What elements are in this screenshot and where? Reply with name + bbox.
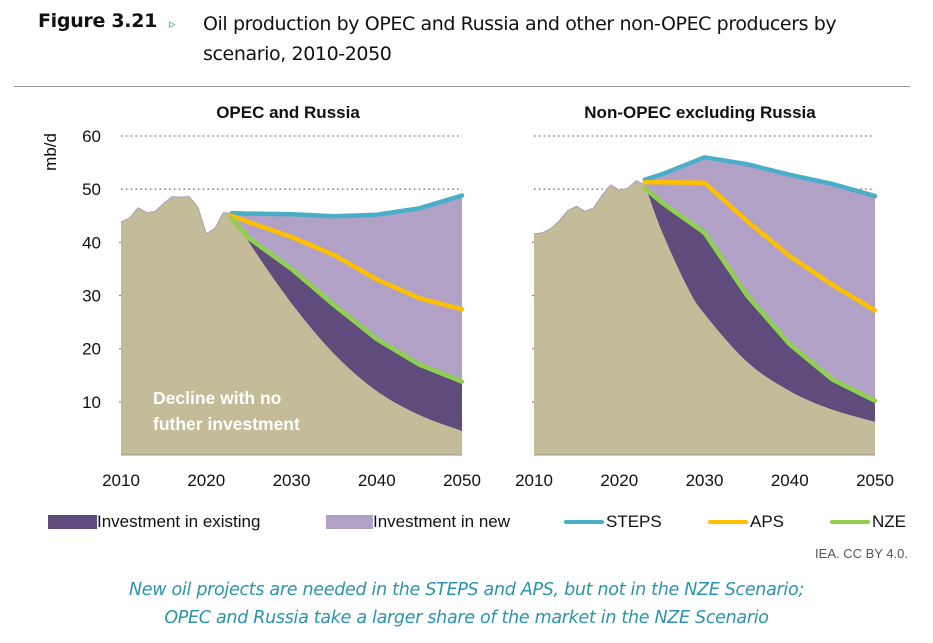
figure-marker-icon: ▹	[169, 16, 176, 31]
legend-item-steps: STEPS	[564, 512, 662, 532]
legend-swatch-new	[326, 515, 373, 529]
panel1-line-steps	[229, 193, 465, 219]
panel2-xtick-label-2050: 2050	[856, 471, 894, 490]
panel1-ytick-label-40: 40	[82, 233, 101, 252]
panel2-xtick-label-2030: 2030	[686, 471, 724, 490]
panel1-ytick-label-10: 10	[82, 393, 101, 412]
legend-label: Investment in new	[373, 512, 511, 531]
panel1-line-nze	[229, 216, 465, 384]
panel2-historical-outline	[533, 180, 646, 235]
panel1-title: OPEC and Russia	[216, 103, 360, 122]
legend-item-nze: NZE	[830, 512, 906, 532]
panel2-xtick-label-2010: 2010	[515, 471, 553, 490]
panel1-xtick-label-2020: 2020	[187, 471, 225, 490]
panel1-xtick-label-2030: 2030	[273, 471, 311, 490]
panel1-line-aps	[229, 213, 465, 312]
panel1-area-investment-new	[231, 195, 462, 382]
panel1-ytick-label-30: 30	[82, 287, 101, 306]
panel1-xtick-label-2050: 2050	[443, 471, 481, 490]
panel2-area-investment-existing	[644, 184, 875, 422]
panel1-y-axis-label: mb/d	[41, 133, 60, 171]
panel1-ytick-label-60: 60	[82, 127, 101, 146]
panel2-xtick-label-2020: 2020	[600, 471, 638, 490]
caption-line-2: OPEC and Russia take a larger share of t…	[164, 608, 769, 628]
panel1-xtick-label-2010: 2010	[102, 471, 140, 490]
legend-item-investment-new: Investment in new	[326, 512, 510, 532]
legend-swatch-existing	[48, 515, 97, 529]
panel2-line-aps	[642, 180, 878, 313]
panel2-area-decline-no-investment	[534, 180, 875, 455]
panel2-title: Non-OPEC excluding Russia	[584, 103, 816, 122]
legend-label: Investment in existing	[97, 512, 261, 531]
panel1-area-decline-no-investment	[121, 196, 462, 455]
figure-title: Oil production by OPEC and Russia and ot…	[203, 13, 837, 65]
panel1-ytick-label-20: 20	[82, 340, 101, 359]
legend-item-investment-existing: Investment in existing	[48, 512, 260, 532]
panel1-historical-outline	[120, 196, 232, 235]
title-divider	[14, 86, 910, 87]
legend-line-nze	[830, 520, 870, 524]
panel2-line-steps	[642, 155, 878, 199]
caption-line-1: New oil projects are needed in the STEPS…	[129, 580, 804, 600]
panel1-xtick-label-2040: 2040	[358, 471, 396, 490]
legend-label: APS	[750, 512, 785, 531]
legend-label: NZE	[872, 512, 906, 531]
figure-label: Figure 3.21	[38, 10, 158, 32]
panel1-annotation-line-1: Decline with no	[153, 388, 281, 408]
panel2-xtick-label-2040: 2040	[771, 471, 809, 490]
legend-line-aps	[708, 520, 748, 524]
panel2-area-investment-new	[644, 157, 875, 401]
credit-text: IEA. CC BY 4.0.	[815, 546, 908, 561]
panel1-annotation-line-2: futher investment	[153, 414, 300, 434]
legend-item-aps: APS	[708, 512, 784, 532]
legend-label: STEPS	[606, 512, 662, 531]
panel2-line-nze	[642, 185, 878, 404]
legend-line-steps	[564, 520, 604, 524]
panel1-ytick-label-50: 50	[82, 180, 101, 199]
